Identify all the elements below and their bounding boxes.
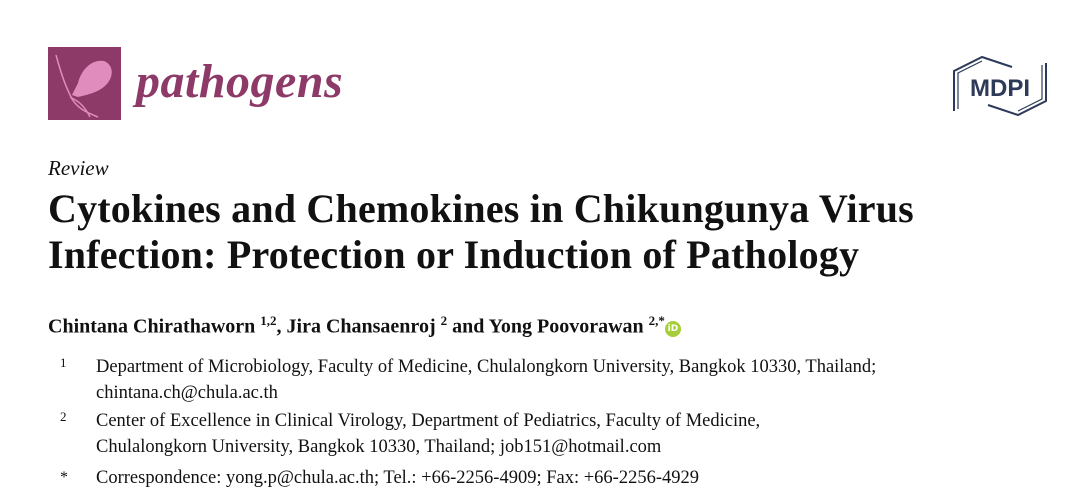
author-list: Chintana Chirathaworn 1,2, Jira Chansaen…	[48, 313, 681, 339]
author-affiliation-mark: 1,2	[260, 313, 277, 328]
affiliation-email[interactable]: chintana.ch@chula.ac.th	[96, 383, 278, 403]
affiliation-text-email: Chulalongkorn University, Bangkok 10330,…	[96, 437, 662, 457]
author-separator: ,	[276, 315, 287, 338]
author-name: Chintana Chirathaworn	[48, 315, 256, 338]
affiliation-text: Center of Excellence in Clinical Virolog…	[96, 411, 761, 431]
affiliation-mark: 1	[60, 355, 67, 370]
mdpi-logo-text: MDPI	[970, 75, 1030, 102]
affiliation-text: Department of Microbiology, Faculty of M…	[96, 357, 877, 377]
mdpi-logo-icon: MDPI	[950, 55, 1050, 117]
article-type: Review	[48, 156, 109, 180]
correspondence-mark: *	[60, 469, 68, 486]
title-line-2: Infection: Protection or Induction of Pa…	[48, 232, 860, 277]
orcid-icon[interactable]: iD	[664, 320, 681, 337]
article-title: Cytokines and Chemokines in Chikungunya …	[48, 186, 914, 278]
author-affiliation-mark: 2	[440, 313, 448, 328]
journal-logo-icon	[48, 47, 121, 120]
affiliation-mark: 2	[60, 409, 67, 424]
author-name: Yong Poovorawan	[488, 315, 644, 338]
author-separator: and	[447, 315, 489, 338]
author-affiliation-mark: 2,*	[648, 313, 665, 328]
author-name: Jira Chansaenroj	[286, 315, 436, 338]
correspondence-text: Correspondence: yong.p@chula.ac.th; Tel.…	[96, 468, 699, 488]
journal-name: pathogens	[136, 55, 344, 108]
title-line-1: Cytokines and Chemokines in Chikungunya …	[48, 186, 914, 231]
